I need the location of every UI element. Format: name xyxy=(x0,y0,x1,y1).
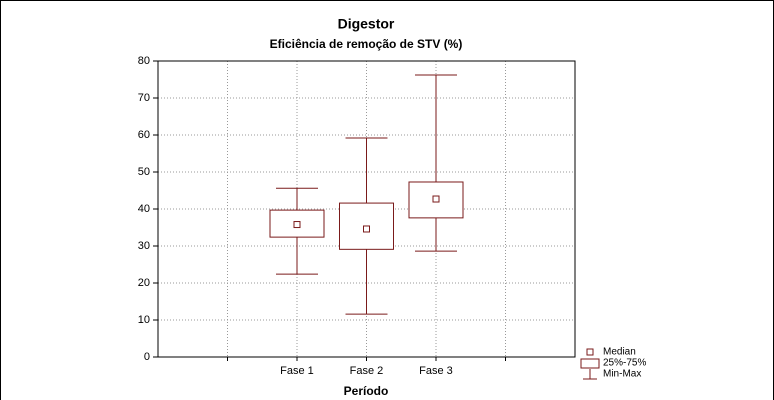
legend-box-icon xyxy=(580,358,600,369)
median xyxy=(293,221,301,229)
y-tick-label: 60 xyxy=(138,129,150,141)
legend-label: 25%-75% xyxy=(603,358,646,369)
y-tick-label: 40 xyxy=(138,203,150,215)
legend-label: Min-Max xyxy=(603,369,641,380)
chart-title: Digestor xyxy=(338,16,395,32)
y-tick-label: 70 xyxy=(138,92,150,104)
median xyxy=(432,195,440,203)
chart-subtitle: Eficiência de remoção de STV (%) xyxy=(270,37,463,51)
median xyxy=(363,225,370,233)
y-tick-label: 80 xyxy=(138,55,150,67)
y-tick-label: 50 xyxy=(138,166,150,178)
y-tick-label: 20 xyxy=(138,277,150,289)
y-tick-label: 30 xyxy=(138,240,150,252)
y-tick-label: 0 xyxy=(144,351,150,363)
x-tick-label: Fase 3 xyxy=(419,365,453,377)
legend-label: Median xyxy=(603,347,636,358)
x-tick-label: Fase 1 xyxy=(280,365,314,377)
y-tick-label: 10 xyxy=(138,314,150,326)
x-axis-label: Período xyxy=(344,384,389,398)
x-tick-label: Fase 2 xyxy=(350,365,384,377)
legend-median-icon xyxy=(586,348,594,356)
